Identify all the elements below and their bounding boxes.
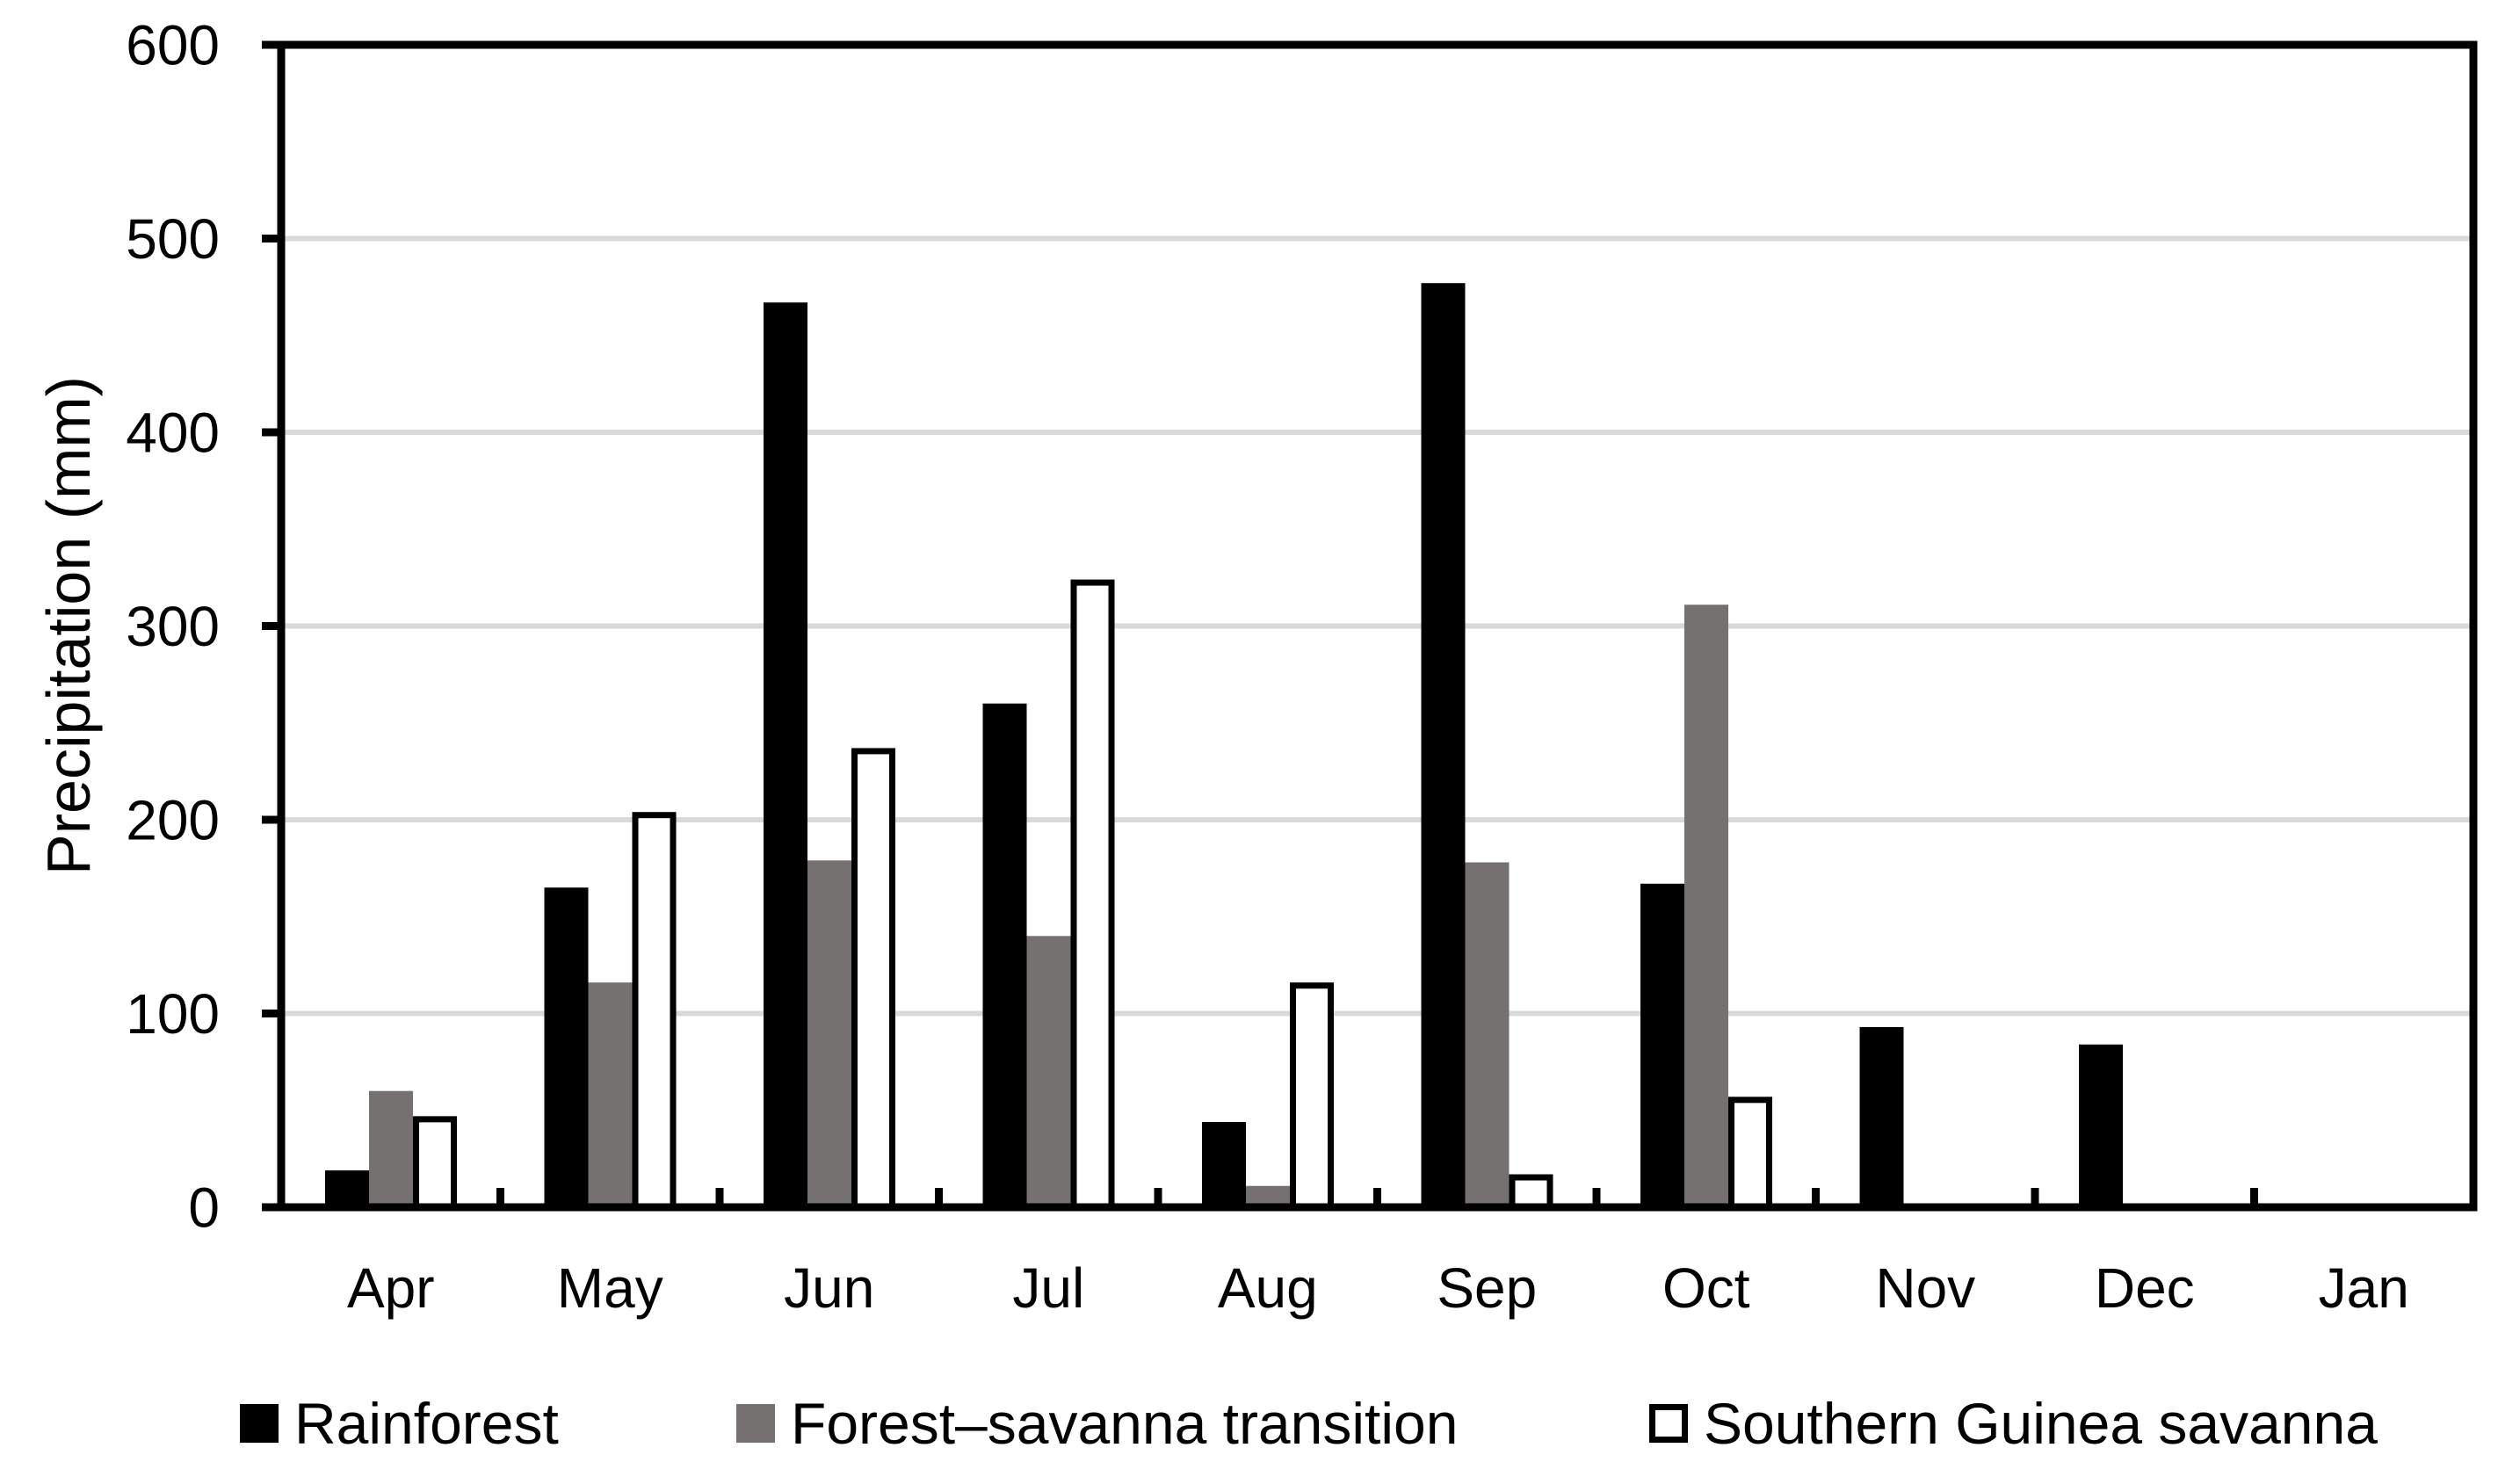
bar-forest-savanna-transition-sep bbox=[1465, 862, 1510, 1207]
southern-guinea-swatch-icon bbox=[1649, 1404, 1688, 1443]
bar-southern-guinea-savanna-apr bbox=[413, 1116, 457, 1211]
bar-rainforest-jun bbox=[764, 302, 807, 1207]
legend-item-rainforest: Rainforest bbox=[240, 1394, 559, 1453]
x-tick-label-jan: Jan bbox=[2319, 1256, 2409, 1320]
bar-rainforest-may bbox=[544, 887, 589, 1207]
bar-rainforest-nov bbox=[1859, 1026, 1904, 1207]
bar-southern-guinea-savanna-jul bbox=[1070, 579, 1115, 1211]
bar-forest-savanna-transition-oct bbox=[1684, 604, 1728, 1207]
bar-southern-guinea-savanna-aug bbox=[1290, 982, 1334, 1211]
legend-label: Rainforest bbox=[294, 1391, 559, 1456]
x-tick-label-may: May bbox=[557, 1256, 663, 1320]
bar-forest-savanna-transition-jun bbox=[807, 860, 851, 1207]
x-tick-label-dec: Dec bbox=[2095, 1256, 2195, 1320]
bar-rainforest-jul bbox=[982, 703, 1027, 1207]
x-tick-label-jul: Jul bbox=[1012, 1256, 1084, 1320]
legend-label: Forest–savanna transition bbox=[791, 1391, 1459, 1456]
y-tick-label-0: 0 bbox=[188, 1176, 220, 1239]
legend-item-forest-savanna-transition: Forest–savanna transition bbox=[736, 1394, 1458, 1453]
forest-savanna-swatch-icon bbox=[736, 1404, 775, 1443]
legend-item-southern-guinea-savanna: Southern Guinea savanna bbox=[1649, 1394, 2378, 1453]
bar-rainforest-sep bbox=[1421, 283, 1466, 1208]
legend-label: Southern Guinea savanna bbox=[1704, 1391, 2378, 1456]
y-tick-label-200: 200 bbox=[126, 788, 220, 851]
bar-rainforest-oct bbox=[1640, 883, 1684, 1207]
rainforest-swatch-icon bbox=[240, 1404, 279, 1443]
bar-southern-guinea-savanna-sep bbox=[1509, 1174, 1553, 1211]
bar-rainforest-aug bbox=[1202, 1121, 1246, 1207]
x-tick-label-oct: Oct bbox=[1662, 1256, 1750, 1320]
bar-southern-guinea-savanna-may bbox=[632, 812, 677, 1211]
bar-southern-guinea-savanna-jun bbox=[851, 748, 895, 1211]
y-tick-label-300: 300 bbox=[126, 595, 220, 658]
bar-rainforest-apr bbox=[325, 1170, 369, 1207]
y-tick-label-400: 400 bbox=[126, 401, 220, 464]
bar-forest-savanna-transition-apr bbox=[369, 1090, 413, 1207]
bar-forest-savanna-transition-may bbox=[588, 982, 633, 1207]
x-tick-label-nov: Nov bbox=[1875, 1256, 1975, 1320]
x-tick-label-sep: Sep bbox=[1437, 1256, 1537, 1320]
y-axis-title: Precipitation (mm) bbox=[34, 376, 103, 875]
x-tick-label-jun: Jun bbox=[784, 1256, 874, 1320]
y-tick-label-100: 100 bbox=[126, 982, 220, 1046]
x-tick-label-apr: Apr bbox=[347, 1256, 435, 1320]
bar-rainforest-dec bbox=[2079, 1044, 2123, 1207]
y-tick-label-500: 500 bbox=[126, 207, 220, 271]
x-tick-label-aug: Aug bbox=[1218, 1256, 1318, 1320]
bar-southern-guinea-savanna-oct bbox=[1728, 1097, 1772, 1211]
y-tick-label-600: 600 bbox=[126, 13, 220, 76]
bar-forest-savanna-transition-jul bbox=[1026, 936, 1071, 1207]
